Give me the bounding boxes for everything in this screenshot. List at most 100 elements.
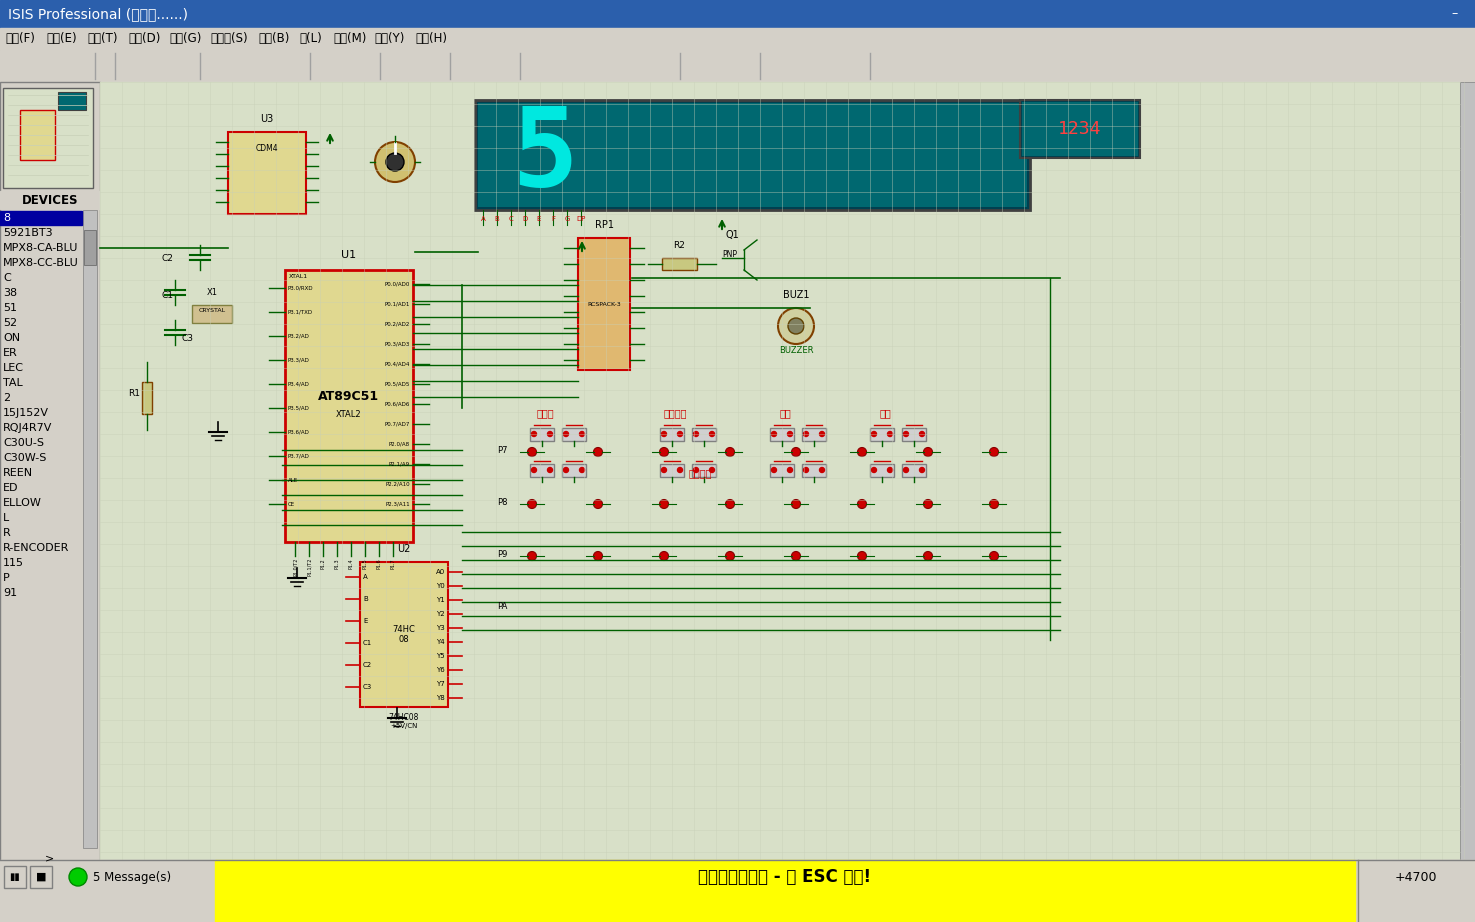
Text: 工具(T): 工具(T) — [87, 32, 118, 45]
Text: ELLOW: ELLOW — [3, 498, 41, 508]
Text: R-ENCODER: R-ENCODER — [3, 543, 69, 553]
Circle shape — [659, 447, 668, 456]
Text: RCSPACK-3: RCSPACK-3 — [587, 301, 621, 306]
Text: 源代码(S): 源代码(S) — [209, 32, 248, 45]
Bar — [0, 50, 1475, 82]
Text: P0.0/AD0: P0.0/AD0 — [385, 281, 410, 287]
Circle shape — [726, 500, 735, 509]
Bar — [0, 860, 1475, 922]
Circle shape — [804, 467, 808, 472]
Circle shape — [872, 431, 876, 436]
Bar — [659, 428, 684, 441]
Text: 8: 8 — [3, 213, 10, 223]
Circle shape — [857, 551, 866, 561]
Circle shape — [709, 467, 714, 472]
Circle shape — [872, 467, 876, 472]
Text: 绘图(G): 绘图(G) — [170, 32, 202, 45]
Bar — [870, 464, 894, 477]
Text: R1: R1 — [128, 388, 140, 397]
Circle shape — [857, 500, 866, 509]
Text: P1.0/T2: P1.0/T2 — [292, 558, 298, 576]
Circle shape — [593, 500, 602, 509]
Text: 实时仿真进行中 - 按 ESC 中止!: 实时仿真进行中 - 按 ESC 中止! — [699, 868, 872, 886]
Bar — [692, 428, 715, 441]
Text: PNP: PNP — [721, 250, 738, 259]
Text: P3.6/AD: P3.6/AD — [288, 430, 310, 434]
Text: P1.1/T2: P1.1/T2 — [307, 558, 311, 576]
Circle shape — [820, 431, 825, 436]
Text: P3.4/AD: P3.4/AD — [288, 382, 310, 386]
Text: P7: P7 — [497, 445, 507, 455]
Circle shape — [904, 467, 909, 472]
Circle shape — [547, 467, 553, 472]
Circle shape — [788, 431, 792, 436]
Circle shape — [677, 467, 683, 472]
Bar — [562, 428, 586, 441]
Bar — [802, 464, 826, 477]
Text: 15J152V: 15J152V — [3, 408, 49, 418]
Text: Y2: Y2 — [437, 611, 445, 617]
Text: U2: U2 — [397, 544, 410, 554]
Text: PA: PA — [497, 601, 507, 610]
Circle shape — [563, 467, 568, 472]
Text: Y5: Y5 — [437, 653, 445, 659]
Circle shape — [820, 467, 825, 472]
Bar — [562, 464, 586, 477]
Bar — [84, 230, 96, 265]
Text: Y7: Y7 — [437, 681, 445, 687]
Bar — [659, 464, 684, 477]
Circle shape — [792, 500, 801, 509]
Text: U3: U3 — [261, 114, 274, 124]
Text: C2: C2 — [363, 662, 372, 668]
Text: P3.1/TXD: P3.1/TXD — [288, 310, 313, 314]
Circle shape — [677, 431, 683, 436]
Text: C: C — [509, 216, 513, 222]
Circle shape — [990, 500, 999, 509]
Text: 编辑(E): 编辑(E) — [46, 32, 77, 45]
Text: P0.2/AD2: P0.2/AD2 — [385, 322, 410, 326]
Text: P2.0/A8: P2.0/A8 — [389, 442, 410, 446]
Circle shape — [788, 467, 792, 472]
Text: RP1: RP1 — [594, 220, 614, 230]
Text: P3.5/AD: P3.5/AD — [288, 406, 310, 410]
Text: 系统(Y): 系统(Y) — [375, 32, 404, 45]
Bar — [478, 103, 1027, 207]
Text: C: C — [3, 273, 10, 283]
Circle shape — [919, 467, 925, 472]
Text: Y0: Y0 — [437, 583, 445, 589]
Text: 74HC08: 74HC08 — [389, 713, 419, 722]
Text: >: > — [46, 853, 55, 863]
Text: 报警: 报警 — [779, 408, 791, 418]
Text: P0.7/AD7: P0.7/AD7 — [385, 421, 410, 427]
Bar — [192, 305, 232, 323]
Text: ■: ■ — [35, 872, 46, 882]
Text: 调试(B): 调试(B) — [258, 32, 289, 45]
Text: LEC: LEC — [3, 363, 24, 373]
Text: P3.7/AD: P3.7/AD — [288, 454, 310, 458]
Bar — [692, 464, 715, 477]
Circle shape — [919, 431, 925, 436]
Text: C30W-S: C30W-S — [3, 453, 46, 463]
Text: P3.3/AD: P3.3/AD — [288, 358, 310, 362]
Text: 复位: 复位 — [879, 408, 891, 418]
Text: Y6: Y6 — [437, 667, 445, 673]
Bar — [0, 82, 100, 862]
Text: 帮助(H): 帮助(H) — [414, 32, 447, 45]
Bar — [770, 428, 794, 441]
Circle shape — [375, 142, 414, 182]
Circle shape — [563, 431, 568, 436]
Text: DEVICES: DEVICES — [22, 194, 78, 207]
Circle shape — [904, 431, 909, 436]
Text: –: – — [1451, 7, 1459, 20]
Text: 1234: 1234 — [1058, 120, 1102, 138]
Bar — [578, 238, 630, 370]
Circle shape — [726, 447, 735, 456]
Text: BUZ1: BUZ1 — [783, 290, 810, 300]
Text: ED: ED — [3, 483, 19, 493]
Text: CDM4: CDM4 — [255, 144, 279, 153]
Text: 74HC
08: 74HC 08 — [392, 625, 416, 644]
Text: ISIS Professional (仿真中......): ISIS Professional (仿真中......) — [7, 7, 187, 21]
Bar — [285, 270, 413, 542]
Text: ALE: ALE — [288, 478, 298, 482]
Circle shape — [888, 467, 892, 472]
